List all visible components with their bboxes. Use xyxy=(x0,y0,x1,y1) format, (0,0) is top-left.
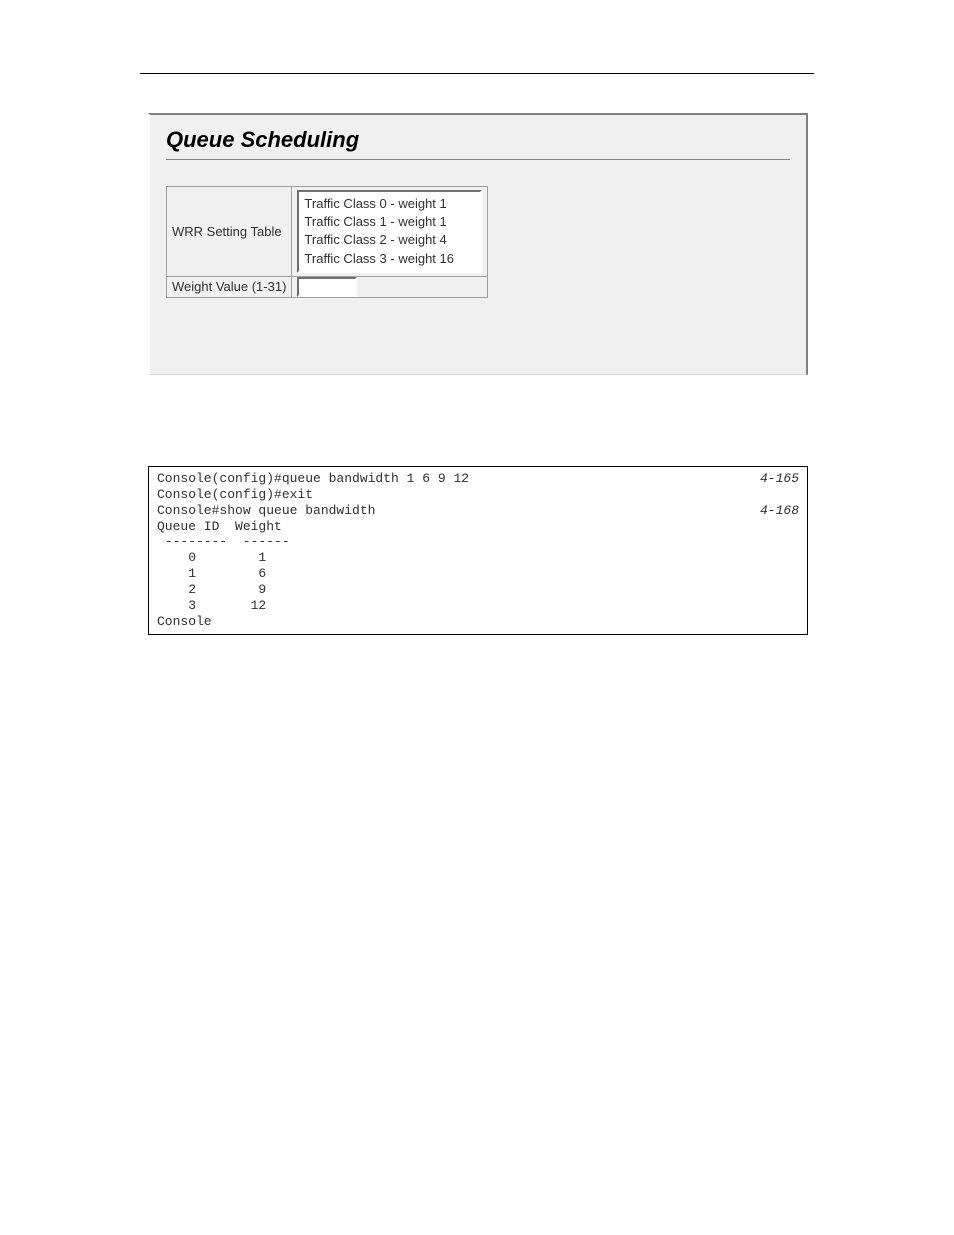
console-line: Console#show queue bandwidth 4-168 xyxy=(157,503,799,519)
console-text: Console#show queue bandwidth xyxy=(157,503,375,519)
list-item[interactable]: Traffic Class 2 - weight 4 xyxy=(304,231,475,249)
queue-scheduling-panel: Queue Scheduling WRR Setting Table Traff… xyxy=(148,113,808,375)
list-item[interactable]: Traffic Class 1 - weight 1 xyxy=(304,213,475,231)
weight-value-input[interactable] xyxy=(297,277,357,297)
console-ref: 4-168 xyxy=(760,503,799,519)
console-line: Console(config)#exit xyxy=(157,487,799,503)
console-text: 2 9 xyxy=(157,582,266,598)
wrr-setting-label: WRR Setting Table xyxy=(167,187,292,277)
console-text: -------- ------ xyxy=(157,534,290,550)
console-line: Queue ID Weight xyxy=(157,519,799,535)
top-horizontal-rule xyxy=(140,73,814,74)
console-line: -------- ------ xyxy=(157,534,799,550)
console-line: 2 9 xyxy=(157,582,799,598)
console-line: 3 12 xyxy=(157,598,799,614)
weight-value-cell xyxy=(292,276,488,297)
console-text: Console(config)#exit xyxy=(157,487,313,503)
list-item[interactable]: Traffic Class 0 - weight 1 xyxy=(304,195,475,213)
console-text: 1 6 xyxy=(157,566,266,582)
console-line: 1 6 xyxy=(157,566,799,582)
table-row: Weight Value (1-31) xyxy=(167,276,488,297)
wrr-setting-cell: Traffic Class 0 - weight 1 Traffic Class… xyxy=(292,187,488,277)
console-text: 0 1 xyxy=(157,550,266,566)
console-line: 0 1 xyxy=(157,550,799,566)
console-ref: 4-165 xyxy=(760,471,799,487)
weight-value-label: Weight Value (1-31) xyxy=(167,276,292,297)
console-text: Queue ID Weight xyxy=(157,519,282,535)
panel-title: Queue Scheduling xyxy=(166,127,790,153)
console-line: Console xyxy=(157,614,799,630)
panel-rule xyxy=(166,159,790,160)
list-item[interactable]: Traffic Class 3 - weight 16 xyxy=(304,250,475,268)
table-row: WRR Setting Table Traffic Class 0 - weig… xyxy=(167,187,488,277)
console-text: Console xyxy=(157,614,212,630)
console-text: 3 12 xyxy=(157,598,266,614)
console-line: Console(config)#queue bandwidth 1 6 9 12… xyxy=(157,471,799,487)
console-output: Console(config)#queue bandwidth 1 6 9 12… xyxy=(148,466,808,635)
config-table: WRR Setting Table Traffic Class 0 - weig… xyxy=(166,186,488,298)
wrr-setting-listbox[interactable]: Traffic Class 0 - weight 1 Traffic Class… xyxy=(297,190,482,273)
console-text: Console(config)#queue bandwidth 1 6 9 12 xyxy=(157,471,469,487)
